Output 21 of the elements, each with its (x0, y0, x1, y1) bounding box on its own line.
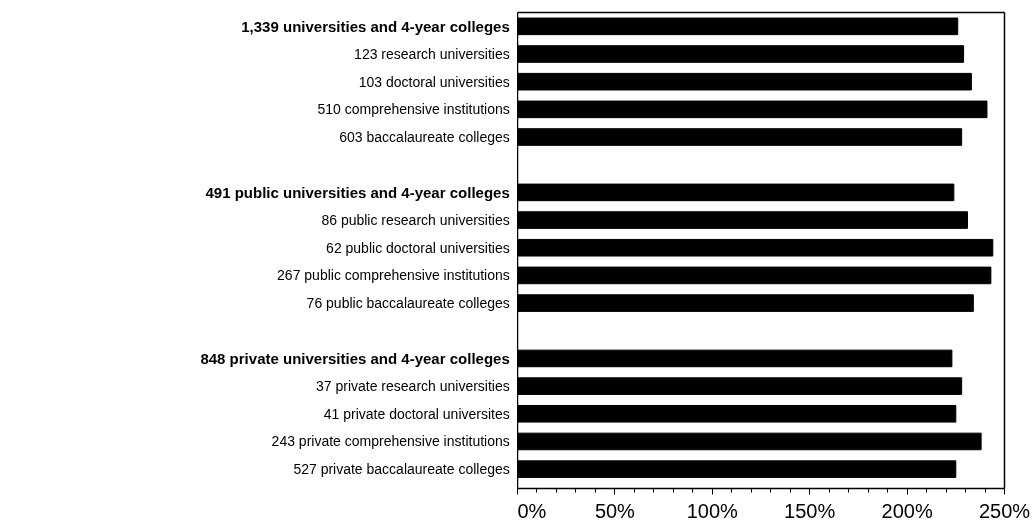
y-tick-label: 62 public doctoral universities (326, 239, 510, 256)
y-tick-label: 41 private doctoral universites (323, 405, 510, 422)
y-tick-label: 103 doctoral universities (358, 73, 510, 90)
y-tick-label: 123 research universities (354, 46, 510, 63)
y-tick-label: 37 private research universities (315, 378, 510, 395)
x-tick-label: 50% (594, 499, 636, 522)
y-tick-label: 491 public universities and 4-year colleges (205, 183, 510, 201)
y-tick-label: 267 public comprehensive institutions (277, 267, 510, 284)
y-tick-label: 1,339 universities and 4-year colleges (241, 17, 510, 35)
x-tick-label: 100% (686, 499, 739, 522)
y-tick-label: 527 private baccalaureate colleges (293, 461, 510, 478)
y-tick-label: 76 public baccalaureate colleges (306, 295, 510, 312)
y-tick-label: 510 comprehensive institutions (317, 101, 510, 118)
x-tick-label: 250% (978, 499, 1031, 522)
x-tick-label: 0% (517, 499, 547, 522)
y-tick-label: 848 private universities and 4-year colleges (200, 349, 510, 367)
y-tick-label: 86 public research universities (321, 212, 510, 229)
y-tick-label: 243 private comprehensive institutions (271, 433, 510, 450)
x-tick-label: 150% (784, 499, 836, 522)
y-tick-label: 603 baccalaureate colleges (339, 129, 510, 146)
x-tick-label: 200% (881, 499, 933, 522)
